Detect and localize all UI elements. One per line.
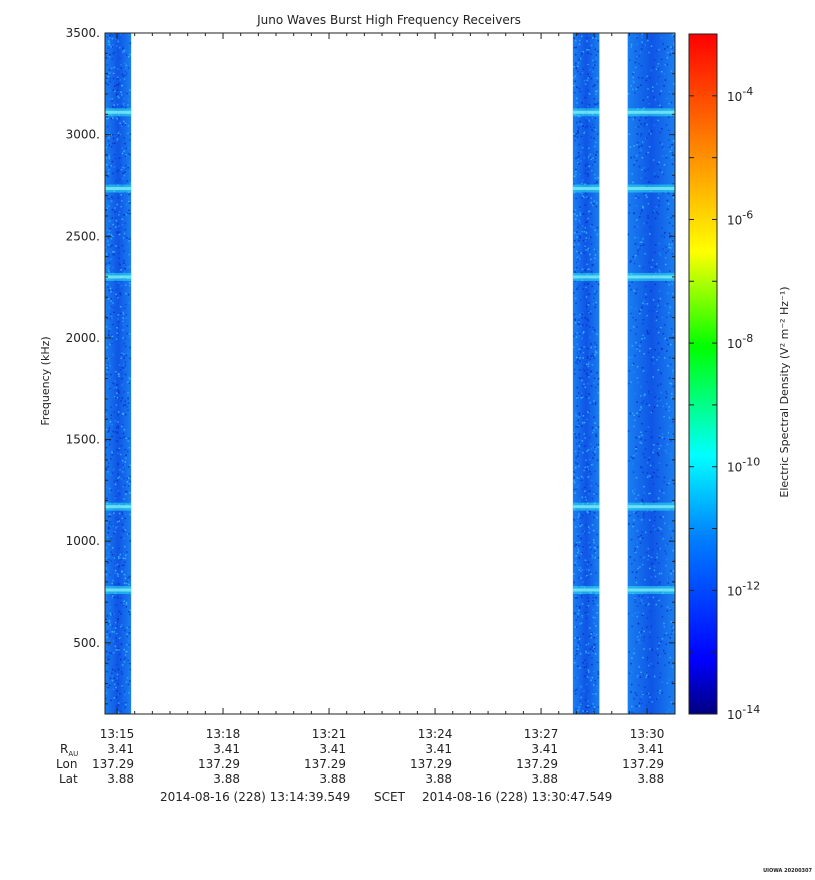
ephem-value-lat: 3.88 — [319, 772, 346, 786]
y-tick-label: 500. — [73, 636, 100, 650]
colorbar-tick-label: 10-8 — [727, 332, 753, 351]
x-tick-label: 13:27 — [524, 727, 559, 741]
x-axis: 13:15 13:18 13:21 13:24 13:27 13:30 — [100, 33, 665, 741]
ephemeris-values: 3.41137.293.883.41137.293.883.41137.293.… — [92, 742, 664, 786]
ephem-value-lat: 3.88 — [531, 772, 558, 786]
x-tick-label: 13:30 — [630, 727, 665, 741]
x-tick-label: 13:18 — [206, 727, 241, 741]
y-tick-label: 3000. — [66, 128, 100, 142]
time-range-end: 2014-08-16 (228) 13:30:47.549 — [422, 790, 612, 804]
colorbar-label: Electric Spectral Density (V² m⁻² Hz⁻¹) — [778, 286, 791, 497]
ephem-label-r: RAU — [60, 742, 78, 758]
ephem-value-lat: 3.88 — [637, 772, 664, 786]
colorbar-tick-label: 10-4 — [727, 85, 753, 104]
y-axis-label: Frequency (kHz) — [39, 336, 52, 425]
ephem-value-lon: 137.29 — [92, 757, 134, 771]
plot-frame — [104, 32, 676, 715]
chart-title: Juno Waves Burst High Frequency Receiver… — [256, 13, 521, 27]
ephem-value-r_au: 3.41 — [213, 742, 240, 756]
ephem-value-lon: 137.29 — [410, 757, 452, 771]
x-tick-label: 13:15 — [100, 727, 135, 741]
ephem-value-lon: 137.29 — [516, 757, 558, 771]
ephem-value-lat: 3.88 — [107, 772, 134, 786]
ephem-value-lon: 137.29 — [622, 757, 664, 771]
ephemeris-row-labels: RAU Lon Lat — [56, 742, 78, 786]
ephem-label-lat: Lat — [59, 772, 78, 786]
y-tick-label: 3500. — [66, 26, 100, 40]
y-tick-label: 1000. — [66, 534, 100, 548]
ephem-label-lon: Lon — [56, 757, 77, 771]
ephem-value-r_au: 3.41 — [425, 742, 452, 756]
data-strips — [105, 33, 675, 714]
y-tick-label: 2500. — [66, 229, 100, 243]
ephem-value-r_au: 3.41 — [637, 742, 664, 756]
colorbar-tick-label: 10-12 — [727, 579, 760, 598]
time-range-label: SCET — [374, 790, 406, 804]
data-strip-2 — [572, 33, 600, 714]
colorbar — [688, 33, 718, 715]
colorbar-ticks: 10-4 10-6 10-8 10-10 10-12 10-14 — [689, 33, 760, 722]
ephem-value-lat: 3.88 — [213, 772, 240, 786]
colorbar-tick-label: 10-14 — [727, 703, 760, 722]
ephem-value-r_au: 3.41 — [319, 742, 346, 756]
colorbar-tick-label: 10-6 — [727, 208, 753, 227]
data-strip-1 — [105, 33, 132, 714]
ephem-value-r_au: 3.41 — [107, 742, 134, 756]
data-strip-3 — [627, 33, 675, 714]
y-axis: 3500. 3000. 2500. 2000. 1500. 1000. 500. — [66, 26, 675, 705]
colorbar-tick-label: 10-10 — [727, 456, 760, 475]
time-range-start: 2014-08-16 (228) 13:14:39.549 — [160, 790, 350, 804]
ephem-value-lon: 137.29 — [198, 757, 240, 771]
ephem-value-lat: 3.88 — [425, 772, 452, 786]
ephem-value-r_au: 3.41 — [531, 742, 558, 756]
footer-stamp: UIOWA 20200307 — [763, 868, 812, 874]
x-tick-label: 13:24 — [418, 727, 453, 741]
x-tick-label: 13:21 — [312, 727, 347, 741]
time-range: 2014-08-16 (228) 13:14:39.549 SCET 2014-… — [160, 790, 612, 804]
y-tick-label: 1500. — [66, 433, 100, 447]
ephem-value-lon: 137.29 — [304, 757, 346, 771]
y-tick-label: 2000. — [66, 331, 100, 345]
